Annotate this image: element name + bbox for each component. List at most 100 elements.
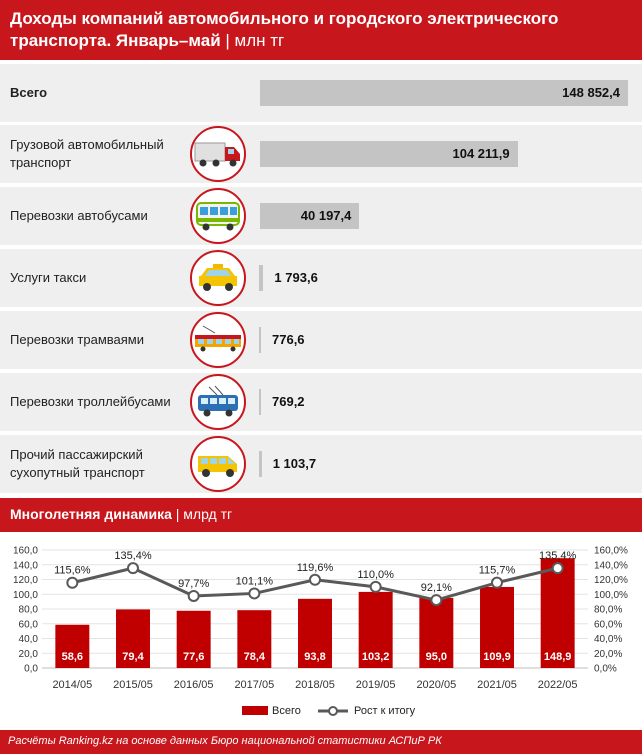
title-unit: млн тг	[234, 31, 285, 50]
breakdown-value: 104 211,9	[452, 146, 510, 161]
x-tick-label: 2018/05	[295, 679, 335, 691]
breakdown-bar	[259, 327, 261, 353]
taxi-icon	[190, 250, 246, 306]
breakdown-bar	[260, 80, 628, 106]
minibus-icon	[190, 436, 246, 492]
breakdown-label: Перевозки троллейбусами	[10, 394, 171, 409]
y2-tick-label: 120,0%	[594, 575, 628, 586]
line-label: 115,6%	[54, 565, 91, 577]
breakdown-value: 40 197,4	[300, 208, 352, 223]
source-note: Расчёты Ranking.kz на основе данных Бюро…	[8, 735, 442, 747]
bar	[237, 610, 272, 668]
y2-tick-label: 100,0%	[594, 590, 628, 601]
dynamics-unit: млрд тг	[183, 506, 233, 522]
bar-label: 95,0	[426, 651, 447, 663]
line-label: 135,4%	[539, 550, 577, 562]
y2-tick-label: 20,0%	[594, 649, 622, 660]
breakdown-label: Перевозки автобусами	[10, 208, 148, 223]
line-point	[66, 576, 79, 589]
bar-label: 148,9	[544, 651, 572, 663]
line-label: 92,1%	[421, 582, 452, 594]
y2-tick-label: 160,0%	[594, 546, 628, 557]
line-label: 110,0%	[357, 569, 394, 581]
y-tick-label: 20,0	[19, 649, 39, 660]
line-point	[187, 589, 200, 602]
breakdown-row: Всего 148 852,4	[0, 64, 642, 122]
x-tick-label: 2014/05	[52, 679, 92, 691]
bus-icon	[190, 188, 246, 244]
title-bar: Доходы компаний автомобильного и городск…	[0, 0, 642, 60]
breakdown-bar	[259, 451, 262, 477]
breakdown-label: Услуги такси	[10, 270, 87, 285]
breakdown-value: 1 103,7	[272, 456, 317, 471]
line-point	[551, 562, 564, 575]
line-label: 101,1%	[236, 575, 274, 587]
y-tick-label: 40,0	[19, 634, 39, 645]
bar-label: 78,4	[244, 651, 266, 663]
y-tick-label: 0,0	[24, 664, 38, 675]
bar	[480, 586, 514, 668]
dynamics-separator: |	[175, 506, 180, 522]
breakdown-value: 776,6	[272, 332, 305, 347]
breakdown-row: Прочий пассажирский сухопутный транспорт…	[0, 435, 642, 493]
bar	[116, 609, 150, 668]
breakdown-label: Прочий пассажирский сухопутный транспорт	[10, 447, 145, 480]
line-label: 119,6%	[297, 562, 334, 574]
line-label: 97,7%	[178, 578, 209, 590]
breakdown-bar	[259, 389, 261, 415]
legend-swatch-bar	[242, 706, 268, 715]
x-tick-label: 2021/05	[477, 679, 517, 691]
title-separator: |	[225, 31, 230, 50]
title-text: Доходы компаний автомобильного и городск…	[10, 9, 559, 50]
breakdown-row: Услуги такси 1 793,6	[0, 249, 642, 307]
x-tick-label: 2017/05	[234, 679, 274, 691]
breakdown-label: Перевозки трамваями	[10, 332, 144, 347]
bar-label: 79,4	[122, 651, 144, 663]
footer: Расчёты Ranking.kz на основе данных Бюро…	[0, 730, 642, 754]
legend-label-line: Рост к итогу	[354, 705, 416, 717]
y2-tick-label: 40,0%	[594, 634, 622, 645]
tram-icon	[190, 312, 246, 368]
x-tick-label: 2020/05	[416, 679, 456, 691]
dynamics-header: Многолетняя динамика | млрд тг	[0, 498, 642, 532]
truck-icon	[190, 126, 246, 182]
line-point	[127, 562, 139, 575]
breakdown-value: 148 852,4	[562, 85, 620, 100]
breakdown-value: 1 793,6	[274, 270, 318, 285]
breakdown-value: 769,2	[272, 394, 305, 409]
breakdown-row: Грузовой автомобильный транспорт 104 211,…	[0, 125, 642, 183]
y-tick-label: 60,0	[19, 619, 39, 630]
breakdown-bar	[260, 141, 518, 167]
x-tick-label: 2019/05	[356, 679, 396, 691]
bar	[419, 597, 454, 668]
bar	[298, 598, 332, 668]
breakdown-row: Перевозки автобусами 40 197,4	[0, 187, 642, 245]
bar	[540, 558, 575, 668]
legend-marker-line	[328, 706, 338, 716]
y-tick-label: 80,0	[19, 605, 39, 616]
x-tick-label: 2022/05	[538, 679, 578, 691]
trolleybus-icon	[190, 374, 246, 430]
x-tick-label: 2016/05	[174, 679, 214, 691]
bar-label: 77,6	[183, 651, 204, 663]
page-title: Доходы компаний автомобильного и городск…	[10, 8, 632, 52]
line-label: 115,7%	[479, 565, 516, 577]
y-tick-label: 160,0	[13, 546, 38, 557]
x-tick-label: 2015/05	[113, 679, 153, 691]
line-point	[430, 594, 443, 607]
y2-tick-label: 80,0%	[594, 605, 622, 616]
dynamics-title: Многолетняя динамика	[10, 506, 172, 522]
y-tick-label: 120,0	[13, 575, 38, 586]
line-point	[309, 573, 321, 586]
legend-label-bar: Всего	[272, 705, 301, 717]
breakdown-bar	[259, 265, 264, 291]
bar-label: 93,8	[304, 651, 325, 663]
line-point	[248, 587, 261, 600]
y2-tick-label: 60,0%	[594, 619, 622, 630]
y-tick-label: 100,0	[13, 590, 38, 601]
bar-label: 109,9	[483, 651, 511, 663]
y2-tick-label: 140,0%	[594, 560, 628, 571]
breakdown-row: Перевозки троллейбусами 769,2	[0, 373, 642, 431]
bar-label: 58,6	[62, 651, 83, 663]
line-point	[491, 576, 503, 589]
